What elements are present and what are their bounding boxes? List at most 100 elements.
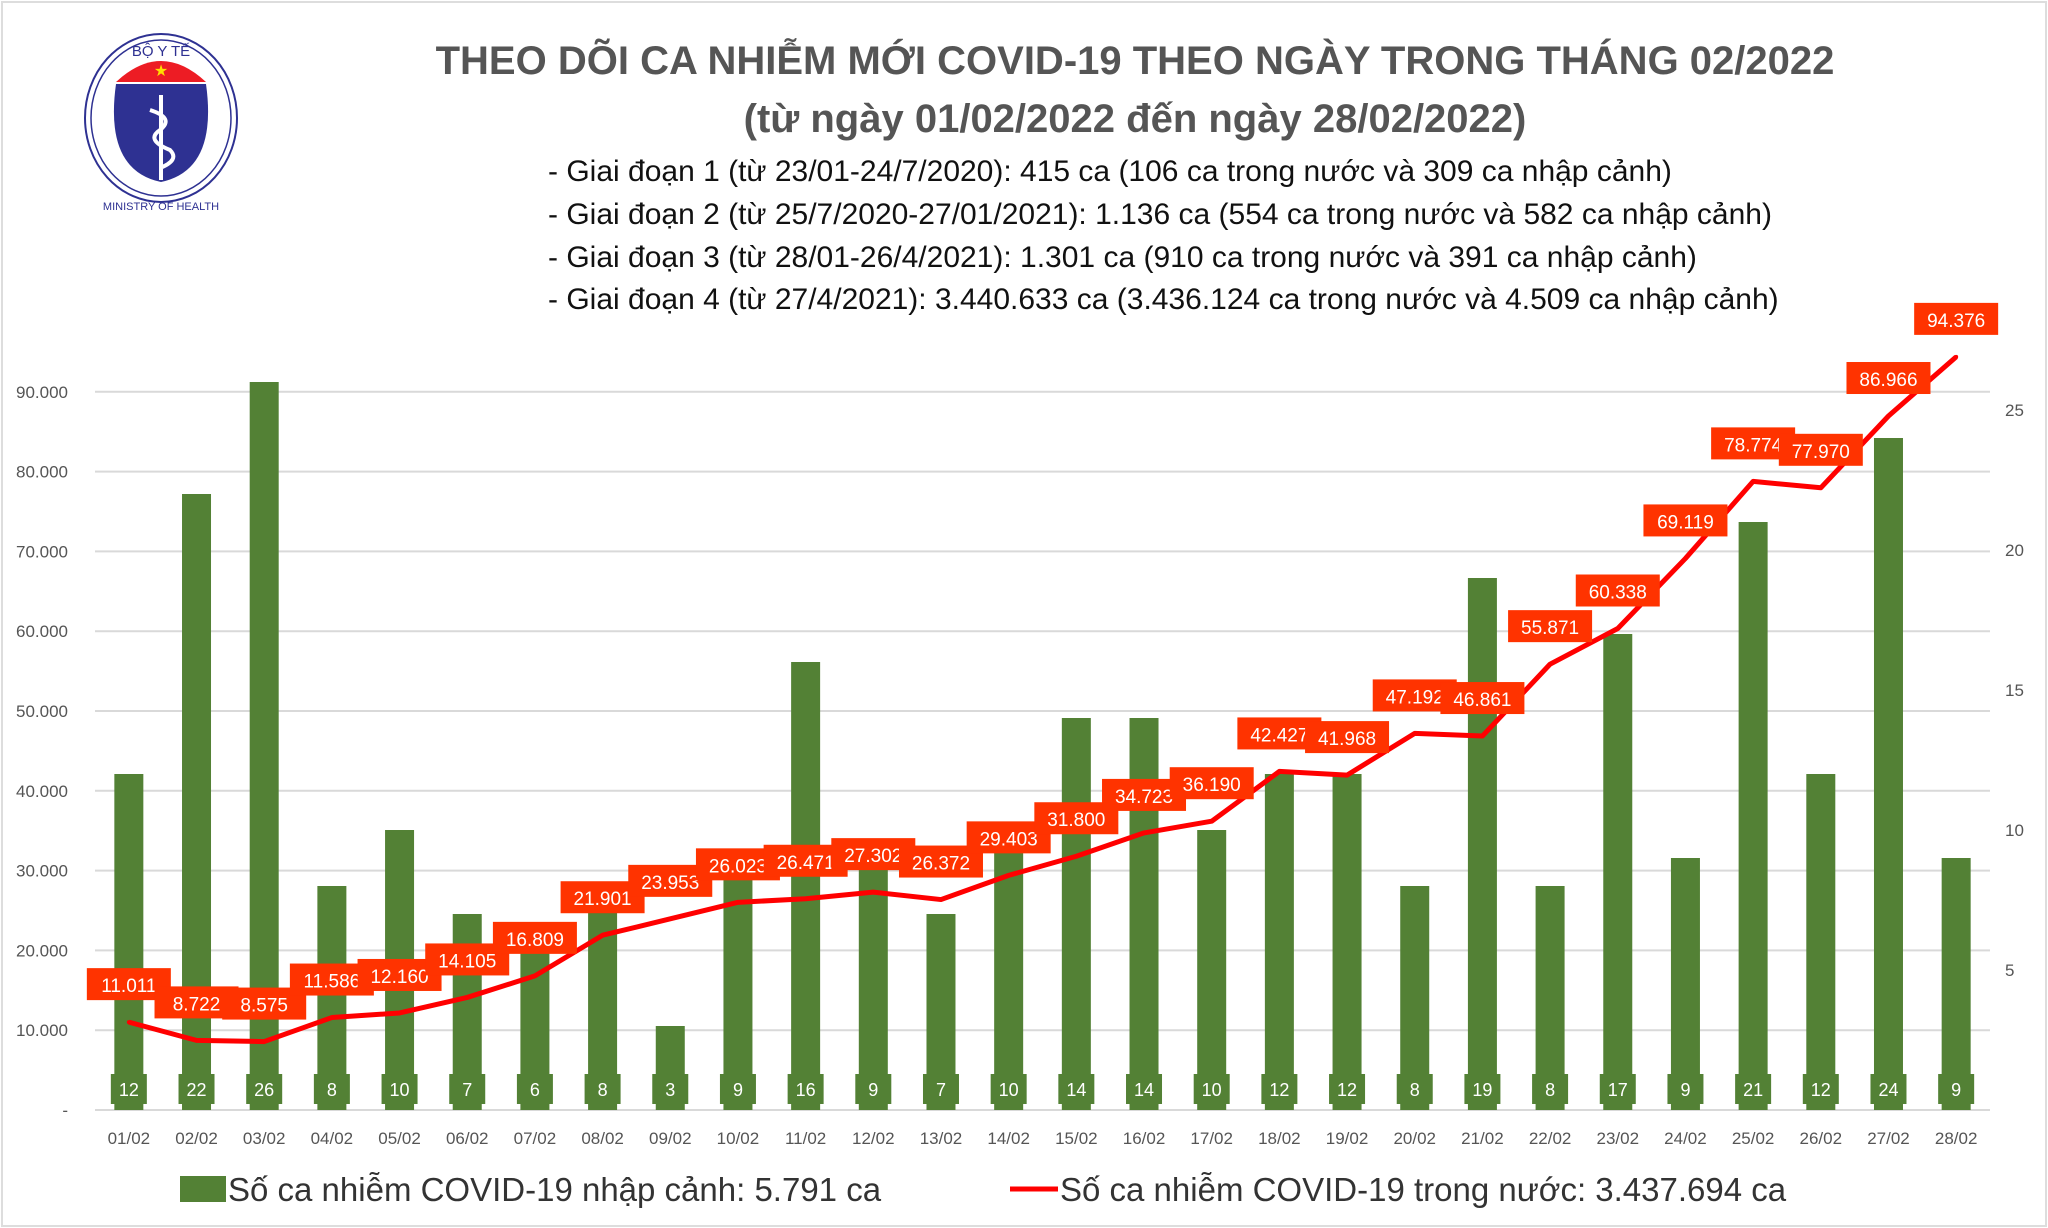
line-point <box>262 1039 267 1044</box>
bar-label-box <box>1261 1074 1298 1104</box>
line-point <box>126 1020 131 1025</box>
logo-bottom-text: MINISTRY OF HEALTH <box>103 201 219 213</box>
line-point <box>1818 485 1823 490</box>
note-1: - Giai đoạn 1 (từ 23/01-24/7/2020): 415 … <box>548 155 1672 188</box>
x-tick-label: 23/02 <box>1596 1129 1639 1148</box>
line-point <box>668 916 673 921</box>
line-label-box <box>1575 574 1660 607</box>
x-tick-label: 09/02 <box>649 1129 692 1148</box>
bar-label-box <box>449 1074 486 1104</box>
legend-bar-swatch <box>180 1176 226 1202</box>
ministry-logo: ★ BỘ Y TẾ MINISTRY OF HEALTH <box>84 33 238 213</box>
line-label: 21.901 <box>574 889 632 910</box>
chart-subtitle: (từ ngày 01/02/2022 đến ngày 28/02/2022) <box>744 97 1527 141</box>
bar-label-box <box>1938 1074 1975 1104</box>
bar-label-box <box>1126 1074 1163 1104</box>
line-label-box <box>1914 302 1999 335</box>
line-label: 94.376 <box>1927 311 1985 332</box>
line-point <box>1751 479 1756 484</box>
x-tick-label: 05/02 <box>378 1129 421 1148</box>
bar <box>858 858 888 1110</box>
x-tick-label: 20/02 <box>1393 1129 1436 1148</box>
line-point <box>465 995 470 1000</box>
bar <box>723 858 753 1110</box>
bar-label: 12 <box>119 1080 139 1100</box>
line-label: 16.809 <box>506 930 564 951</box>
right-tick-label: 15 <box>2005 681 2024 700</box>
x-tick-label: 27/02 <box>1867 1129 1910 1148</box>
bar-label-box <box>990 1074 1027 1104</box>
bar-label-box <box>178 1074 215 1104</box>
line-label: 14.105 <box>438 951 496 972</box>
bar-label: 24 <box>1878 1080 1898 1100</box>
bar-label-box <box>1193 1074 1230 1104</box>
bar-label: 14 <box>1066 1080 1086 1100</box>
bar-label: 7 <box>462 1080 472 1100</box>
line-point <box>871 890 876 895</box>
bar-label-box <box>1870 1074 1907 1104</box>
legend-line-label: Số ca nhiễm COVID-19 trong nước: 3.437.6… <box>1060 1171 1787 1208</box>
bar-label: 8 <box>598 1080 608 1100</box>
bar <box>1332 774 1362 1110</box>
line-point <box>938 897 943 902</box>
svg-text:★: ★ <box>154 63 168 80</box>
right-tick-label: 10 <box>2005 821 2024 840</box>
bar-label-box <box>1802 1074 1839 1104</box>
bar-label-box <box>110 1074 147 1104</box>
line-label-box <box>1643 504 1728 537</box>
bar-label: 9 <box>733 1080 743 1100</box>
bar-label-box <box>381 1074 418 1104</box>
x-tick-label: 13/02 <box>920 1129 963 1148</box>
line-label: 31.800 <box>1047 810 1105 831</box>
x-tick-label: 12/02 <box>852 1129 895 1148</box>
left-tick-label: 90.000 <box>16 383 68 402</box>
right-tick-label: 20 <box>2005 541 2024 560</box>
bar-label: 10 <box>999 1080 1019 1100</box>
x-tick-label: 03/02 <box>243 1129 286 1148</box>
line-point <box>1615 626 1620 631</box>
bar <box>1806 774 1836 1110</box>
x-tick-label: 11/02 <box>785 1129 826 1148</box>
bar-label-box <box>1599 1074 1636 1104</box>
x-tick-label: 01/02 <box>108 1129 151 1148</box>
bar-label: 8 <box>1545 1080 1555 1100</box>
line-point <box>532 973 537 978</box>
bar-label: 19 <box>1472 1080 1492 1100</box>
line-label-box <box>1305 721 1390 754</box>
line-label-box <box>1169 767 1254 800</box>
x-tick-label: 18/02 <box>1258 1129 1301 1148</box>
line-label: 77.970 <box>1792 442 1850 463</box>
line-point <box>803 896 808 901</box>
bar-label: 26 <box>254 1080 274 1100</box>
bar-label-box <box>1329 1074 1366 1104</box>
left-tick-label: 20.000 <box>16 941 68 960</box>
line-label-box <box>492 921 577 954</box>
x-tick-label: 04/02 <box>311 1129 354 1148</box>
bar-label-box <box>1532 1074 1569 1104</box>
line-label: 46.861 <box>1453 690 1511 711</box>
bar-label: 22 <box>187 1080 207 1100</box>
line-label: 34.723 <box>1115 787 1173 808</box>
bar-label-box <box>516 1074 553 1104</box>
right-tick-label: 5 <box>2005 961 2014 980</box>
bar-label-box <box>1396 1074 1433 1104</box>
line-point <box>1548 662 1553 667</box>
line-point <box>1480 734 1485 739</box>
left-tick-label: 40.000 <box>16 782 68 801</box>
line-label: 55.871 <box>1521 618 1579 639</box>
bar-label-box <box>1464 1074 1501 1104</box>
logo-top-text: BỘ Y TẾ <box>132 43 190 60</box>
legend: Số ca nhiễm COVID-19 nhập cảnh: 5.791 ca… <box>180 1171 1787 1208</box>
bar <box>1264 774 1294 1110</box>
line-point <box>735 900 740 905</box>
line-point <box>194 1038 199 1043</box>
line-label: 12.160 <box>370 967 428 988</box>
line-point <box>1683 556 1688 561</box>
line-label-box <box>1846 362 1931 395</box>
line-label: 47.192 <box>1386 687 1444 708</box>
line-label: 8.575 <box>240 996 288 1017</box>
line-label-box <box>1778 433 1863 466</box>
x-tick-label: 21/02 <box>1461 1129 1504 1148</box>
bar-label: 9 <box>868 1080 878 1100</box>
